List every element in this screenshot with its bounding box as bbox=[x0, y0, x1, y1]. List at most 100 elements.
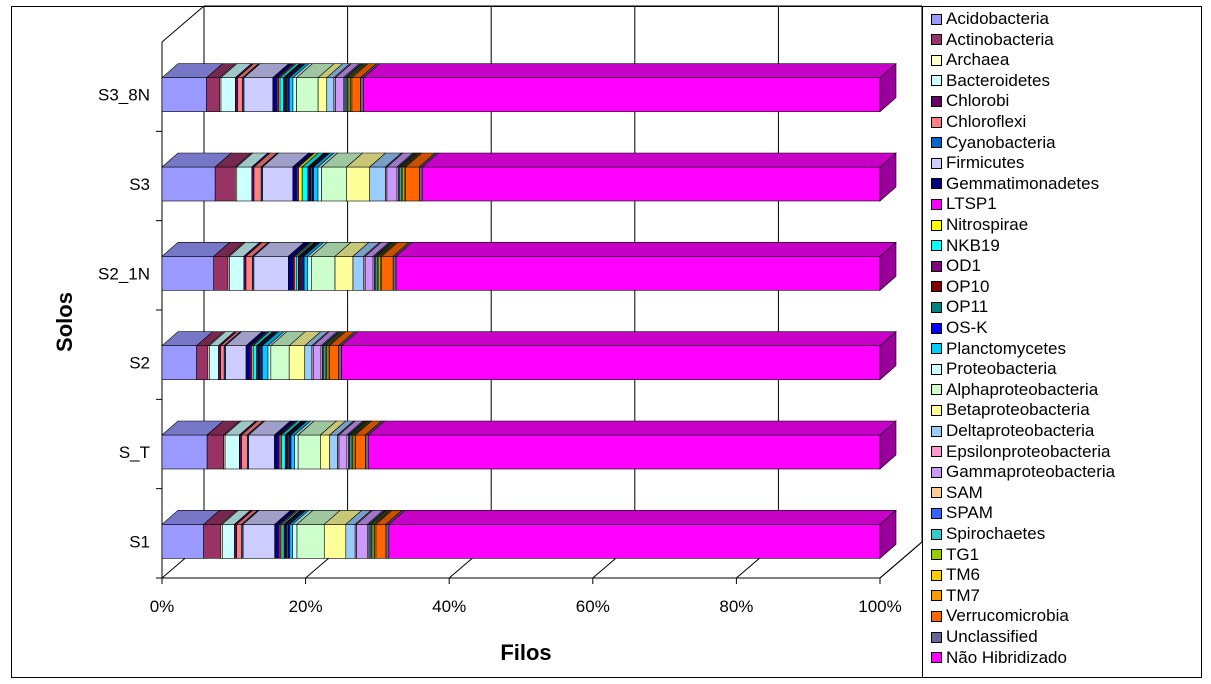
bar-segment bbox=[294, 434, 299, 470]
legend-swatch bbox=[931, 54, 942, 66]
legend-swatch bbox=[931, 198, 942, 210]
floor-edge bbox=[879, 541, 922, 579]
axes bbox=[156, 5, 922, 584]
bar-segment bbox=[222, 524, 235, 559]
bar-segment bbox=[235, 77, 238, 112]
bar-segment-top bbox=[367, 420, 897, 436]
legend-item: Gemmatimonadetes bbox=[931, 174, 1099, 194]
legend-swatch bbox=[931, 569, 942, 581]
legend-swatch bbox=[931, 116, 942, 128]
top-depth-edge bbox=[161, 5, 205, 43]
bar-segment bbox=[311, 256, 336, 291]
bar-segment bbox=[239, 434, 242, 470]
legend-item: Cyanobacteria bbox=[931, 133, 1056, 153]
bar-segment bbox=[364, 256, 374, 291]
bar-segment bbox=[161, 434, 208, 470]
bar-segment bbox=[386, 166, 398, 202]
bar-group-S1 bbox=[161, 509, 897, 559]
x-axis-title: Filos bbox=[500, 640, 551, 665]
legend-item: Nitrospirae bbox=[931, 215, 1028, 235]
bar-segment bbox=[289, 77, 294, 112]
bar-segment bbox=[267, 345, 272, 380]
legend-label: TM6 bbox=[946, 565, 980, 585]
bar-segment bbox=[252, 345, 257, 380]
bar-end-side bbox=[879, 152, 897, 202]
legend-label: Chlorobi bbox=[946, 91, 1010, 111]
legend: Acidobacteria Actinobacteria Archaea Bacter… bbox=[922, 6, 1202, 678]
legend-label: Betaproteobacteria bbox=[946, 400, 1090, 420]
legend-label: OP11 bbox=[946, 297, 989, 317]
legend-label: Não Hibridizado bbox=[946, 647, 1067, 667]
bar-segment bbox=[312, 345, 322, 380]
bar-segment bbox=[419, 166, 423, 202]
legend-swatch bbox=[931, 425, 942, 437]
bar-group-S3 bbox=[161, 152, 897, 202]
bar-segment bbox=[241, 434, 248, 470]
legend-swatch bbox=[931, 219, 942, 231]
legend-item: Chlorobi bbox=[931, 91, 1009, 111]
legend-swatch bbox=[931, 487, 942, 499]
bar-segment bbox=[203, 524, 222, 559]
bar-segment bbox=[288, 345, 306, 380]
legend-label: TG1 bbox=[946, 544, 980, 564]
bar-segment bbox=[346, 166, 371, 202]
bar-segment bbox=[196, 345, 209, 380]
x-tick-label: 40% bbox=[432, 597, 466, 616]
bar-segment bbox=[161, 345, 197, 380]
bar-segment bbox=[281, 434, 286, 470]
legend-label: OS-K bbox=[946, 318, 988, 337]
legend-label: LTSP1 bbox=[946, 194, 997, 214]
legend-item: Planctomycetes bbox=[931, 339, 1066, 359]
bar-segment-top bbox=[388, 510, 897, 525]
bar-segment bbox=[395, 256, 881, 291]
y-tick-labels: S1 S_T S2 S2_1N S3 S3_8N bbox=[98, 86, 150, 552]
bar-segment bbox=[385, 524, 390, 559]
bar-group-S_T bbox=[161, 420, 897, 470]
legend-swatch bbox=[931, 363, 942, 375]
bar-segment bbox=[313, 166, 319, 202]
legend-item: Deltaproteobacteria bbox=[931, 421, 1094, 441]
legend-label: OP10 bbox=[946, 276, 990, 296]
bar-segment bbox=[161, 524, 204, 559]
bar-group-S3_8N bbox=[161, 63, 897, 113]
bar-segment bbox=[301, 166, 309, 202]
legend-item: Acidobacteria bbox=[931, 9, 1049, 29]
legend-label: Spirochaetes bbox=[946, 524, 1046, 543]
bar-segment bbox=[290, 434, 295, 470]
x-tick-label: 60% bbox=[576, 597, 610, 616]
y-axis-title: Solos bbox=[52, 292, 77, 352]
legend-swatch bbox=[931, 240, 942, 252]
legend-item: OS-K bbox=[931, 318, 988, 338]
y-tick-label: S3_8N bbox=[98, 86, 150, 105]
bar-segment bbox=[365, 434, 369, 470]
bar-segment bbox=[303, 256, 309, 291]
bar-segment bbox=[245, 256, 253, 291]
bar-segment bbox=[335, 77, 344, 112]
bar-segment bbox=[341, 345, 881, 380]
legend-label: Cyanobacteria bbox=[946, 132, 1056, 152]
bar-end-side bbox=[879, 420, 897, 470]
bar-segment bbox=[253, 256, 289, 291]
bar-segment bbox=[234, 524, 237, 559]
legend-label: Epsilonproteobacteria bbox=[946, 441, 1111, 461]
bar-segment bbox=[237, 77, 243, 112]
legend-item: Proteobacteria bbox=[931, 359, 1057, 379]
legend-label: Gemmatimonadetes bbox=[946, 173, 1100, 193]
legend-swatch bbox=[931, 528, 942, 540]
bar-segment bbox=[368, 434, 881, 470]
y-tick-label: S_T bbox=[119, 443, 150, 462]
bar-segment bbox=[236, 166, 253, 202]
plot-area: 0% 20% 40% 60% 80% 100% S1 S_T S2 S2_1N S3 S3_8N F… bbox=[52, 5, 922, 665]
legend-label: Firmicutes bbox=[946, 153, 1025, 173]
legend-swatch bbox=[931, 178, 942, 190]
legend-label: Alphaproteobacteria bbox=[946, 379, 1099, 399]
bar-segment bbox=[392, 256, 397, 291]
legend-swatch bbox=[931, 281, 942, 293]
x-tick-label: 80% bbox=[719, 597, 753, 616]
y-tick-label: S2 bbox=[129, 354, 150, 373]
bar-segment bbox=[381, 256, 394, 291]
bar-segment bbox=[296, 524, 325, 559]
bar-segment bbox=[220, 77, 236, 112]
bar-segment bbox=[352, 256, 365, 291]
bar-segment bbox=[218, 345, 221, 380]
